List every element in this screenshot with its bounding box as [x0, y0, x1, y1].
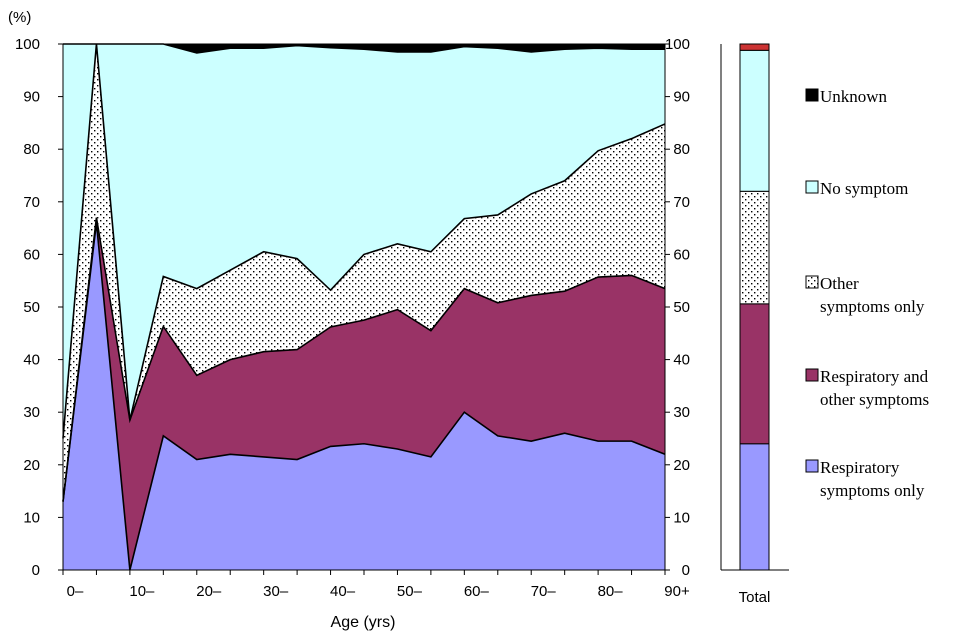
cyan-square-icon	[805, 180, 819, 194]
x-tick-label: 0–	[67, 583, 84, 600]
right-y-tick-label: 100	[665, 36, 690, 53]
area-series-2	[63, 44, 665, 502]
left-y-tick-label: 30	[23, 404, 40, 421]
legend-label: Respiratory and	[820, 367, 929, 386]
legend-label: No symptom	[820, 179, 908, 198]
x-tick-label: 10–	[129, 583, 155, 600]
right-y-tick-label: 40	[673, 352, 690, 369]
right-y-tick-label: 70	[673, 194, 690, 211]
unit-label: (%)	[8, 9, 31, 26]
right-y-tick-label: 20	[673, 457, 690, 474]
area-layers	[62, 43, 666, 571]
legend-label: symptoms only	[820, 481, 925, 500]
right-y-tick-label: 30	[673, 404, 690, 421]
left-y-tick-label: 40	[23, 352, 40, 369]
left-y-axis: 0 10 20 30 40 50 60 70 80 90 100	[15, 36, 63, 579]
x-axis: 0– 10– 20– 30– 40– 50– 60– 70– 80– 90+	[62, 570, 690, 600]
blue-square-icon	[805, 459, 819, 473]
right-y-tick-label: 0	[682, 562, 690, 579]
x-tick-label: 40–	[330, 583, 356, 600]
area-boundary-line-0	[62, 222, 666, 571]
right-y-tick-label: 90	[673, 89, 690, 106]
x-axis-label: Age (yrs)	[331, 614, 396, 631]
left-y-tick-label: 60	[23, 246, 40, 263]
total-bar-segment-3	[739, 49, 770, 192]
legend-label: Other	[820, 274, 859, 293]
x-tick-label: 50–	[397, 583, 423, 600]
area-boundary-line-2	[62, 43, 666, 439]
x-tick-label: 60–	[464, 583, 490, 600]
left-y-tick-label: 20	[23, 457, 40, 474]
left-y-tick-label: 80	[23, 141, 40, 158]
left-y-tick-label: 70	[23, 194, 40, 211]
right-y-tick-label: 80	[673, 141, 690, 158]
x-tick-label: 30–	[263, 583, 289, 600]
solid-black-square-icon	[805, 88, 819, 102]
left-y-tick-label: 10	[23, 509, 40, 526]
area-series-3	[63, 44, 665, 439]
area-series-0	[63, 222, 665, 570]
left-y-tick-label: 0	[32, 562, 40, 579]
legend-label: Respiratory	[820, 458, 900, 477]
total-bar-segment-4	[739, 43, 770, 51]
left-y-tick-label: 50	[23, 299, 40, 316]
legend-label: other symptoms	[820, 390, 929, 409]
right-y-tick-label: 50	[673, 299, 690, 316]
total-bar: Total	[720, 43, 789, 606]
dotted-square-icon	[805, 275, 819, 289]
right-y-tick-label: 10	[673, 509, 690, 526]
total-bar-segment-2	[739, 190, 770, 305]
total-bar-segment-0	[739, 443, 770, 571]
total-bar-segment-1	[739, 303, 770, 445]
right-y-axis: 0 10 20 30 40 50 60 70 80 90 100	[665, 36, 690, 579]
legend: Unknown No symptom Other symptoms only Respi…	[805, 87, 929, 500]
maroon-square-icon	[805, 368, 819, 382]
x-tick-label: 70–	[531, 583, 557, 600]
x-tick-label: 80–	[598, 583, 624, 600]
x-tick-label: 20–	[196, 583, 222, 600]
area-boundary-line-1	[62, 217, 666, 502]
total-bar-label: Total	[739, 589, 771, 606]
x-tick-label: 90+	[664, 583, 690, 600]
right-y-tick-label: 60	[673, 246, 690, 263]
left-y-tick-label: 100	[15, 36, 40, 53]
legend-label: symptoms only	[820, 297, 925, 316]
area-series-1	[63, 217, 665, 570]
left-y-tick-label: 90	[23, 89, 40, 106]
legend-label: Unknown	[820, 87, 888, 106]
